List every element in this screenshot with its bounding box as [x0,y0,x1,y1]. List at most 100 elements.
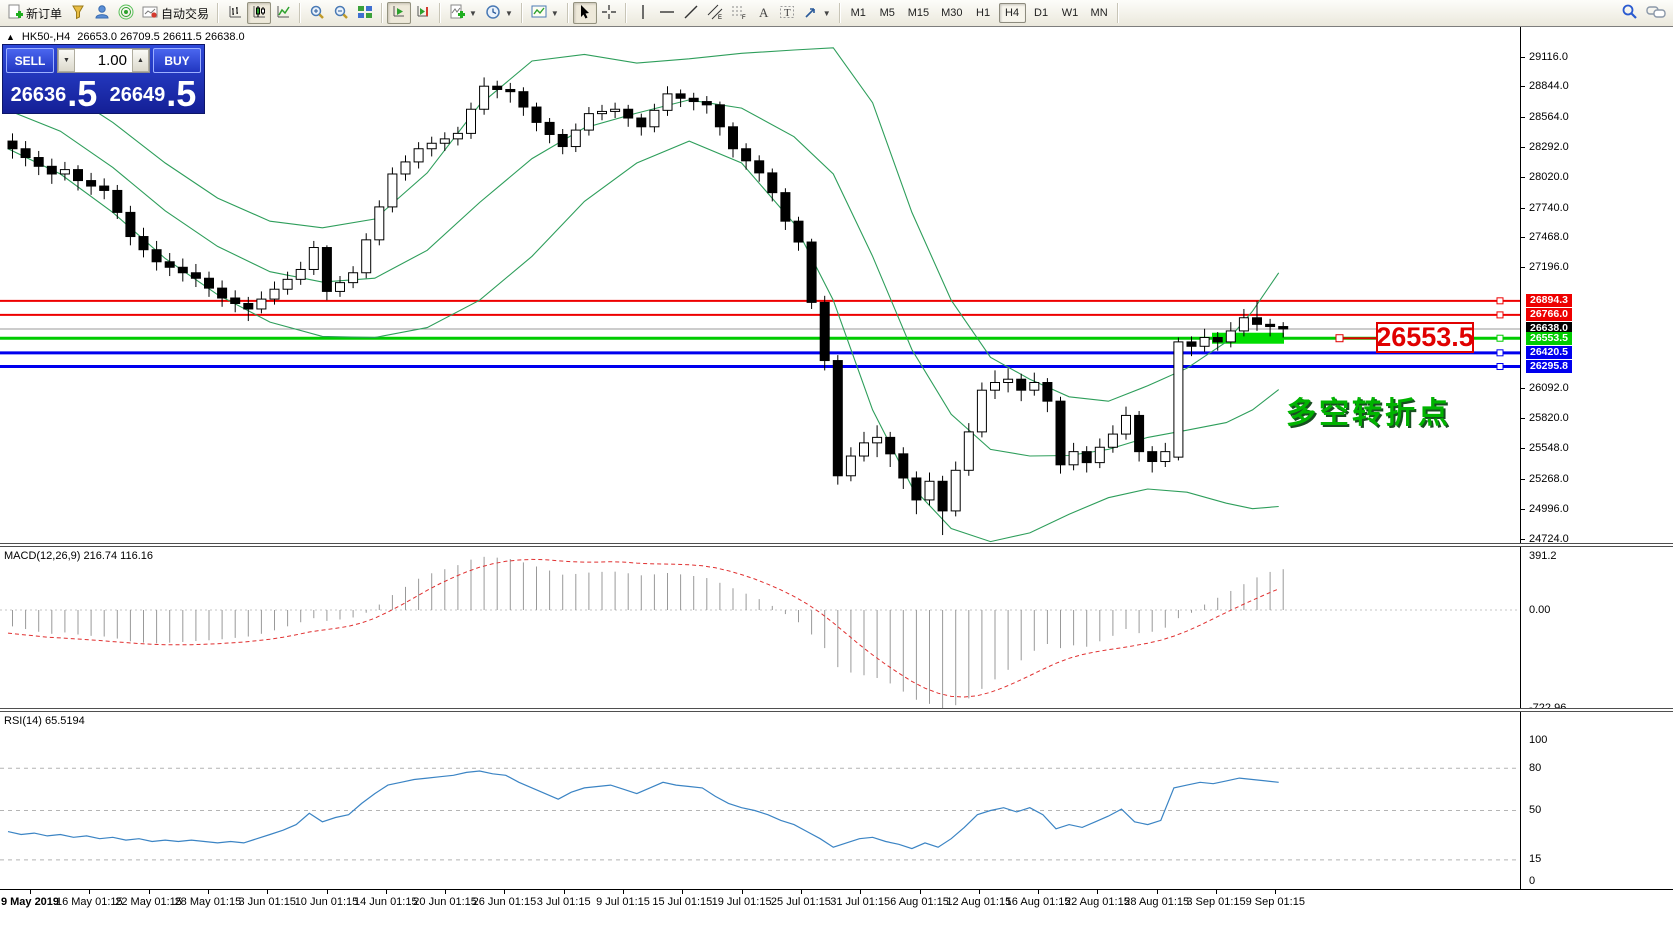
time-axis-tick [563,890,565,894]
candle-body [269,288,280,300]
timeframe-button-M5[interactable]: M5 [874,3,901,23]
hline-handle[interactable] [1496,349,1504,357]
candle-body [387,173,398,208]
tile-windows-button[interactable] [353,2,377,24]
auto-scroll-button[interactable] [387,2,412,24]
timeframe-button-H1[interactable]: H1 [970,3,997,23]
candle-body [832,360,843,477]
highlight-zone[interactable] [1212,332,1284,344]
volume-input[interactable] [75,49,132,72]
price-level-chip: 26295.8 [1526,360,1572,373]
candle-body [754,160,765,174]
hline-handle[interactable] [1496,334,1504,342]
time-axis-tick [207,890,209,894]
candle-body [1121,414,1131,435]
candle-body [819,301,830,362]
candle-body [610,108,621,112]
zoom-in-button[interactable] [305,2,329,24]
timeframe-button-W1[interactable]: W1 [1057,3,1084,23]
sell-price[interactable]: 26636.5 [6,76,102,112]
rsi-axis-label: 0 [1529,874,1536,887]
dropdown-caret-icon: ▼ [469,8,477,18]
signals-button[interactable] [114,2,138,24]
candle-body [20,148,31,159]
candle-body [348,272,359,284]
crosshair-button[interactable] [597,2,621,24]
candle-body [1107,433,1118,448]
price-axis-tick [1521,56,1525,58]
market-watch-funnel-button[interactable] [66,2,90,24]
sell-button[interactable]: SELL [6,48,54,73]
person-icon [94,4,110,23]
panel-separator[interactable] [0,543,1673,547]
rsi-axis-label: 50 [1529,804,1542,816]
cursor-button[interactable] [572,2,597,24]
time-axis-label: 16 Aug 01:15 [1005,896,1071,908]
chat-button[interactable] [1642,2,1670,24]
time-axis-label: 22 Aug 01:15 [1064,896,1130,908]
time-axis-tick [445,890,447,894]
buy-price[interactable]: 26649.5 [105,76,201,112]
price-axis-tick [1521,478,1525,480]
price-axis[interactable]: 29116.0 28844.0 28564.0 28292.0 28020.0 27740… [1520,27,1673,889]
line-chart-button[interactable] [271,2,295,24]
callout-anchor-handle[interactable] [1335,334,1344,343]
volume-decrease-button[interactable]: ▼ [58,49,75,72]
candle-body [374,206,385,241]
candle-body [518,91,529,108]
vertical-line-button[interactable] [631,2,655,24]
trendline-button[interactable] [679,2,703,24]
price-axis-tick-label: 26092.0 [1529,382,1569,395]
hline-handle[interactable] [1496,363,1504,371]
timeframe-button-D1[interactable]: D1 [1028,3,1055,23]
time-axis-tick [860,890,862,894]
volume-increase-button[interactable]: ▲ [132,49,149,72]
toolbar-separator [299,3,302,23]
periods-button[interactable]: ▼ [481,2,517,24]
candle-body [46,165,57,175]
zoom-out-button[interactable] [329,2,353,24]
price-callout-box[interactable]: 26553.5 [1376,322,1474,353]
equidistant-channel-button[interactable]: E [703,2,727,24]
main-chart-plot[interactable] [0,27,1520,543]
macd-axis-label: 0.00 [1529,603,1551,616]
autotrading-button[interactable]: 自动交易 [138,2,213,24]
hline-handle[interactable] [1496,297,1504,305]
time-axis[interactable]: 9 May 2019 16 May 01:15 22 May 01:15 28 May… [0,889,1673,949]
arrows-button[interactable]: ▼ [799,2,835,24]
turning-point-annotation[interactable]: 多空转折点 [1286,397,1451,430]
hline-handle[interactable] [1496,311,1504,319]
rsi-plot[interactable] [0,712,1520,889]
horizontal-line-button[interactable] [655,2,679,24]
price-level-chip: 26553.5 [1526,331,1572,345]
timeframe-button-M1[interactable]: M1 [845,3,872,23]
price-axis-tick-label: 25548.0 [1529,442,1569,455]
timeframe-button-MN[interactable]: MN [1086,3,1113,23]
candle-body [1147,451,1158,463]
chart-symbol-period: HK50-,H4 [21,31,71,43]
price-axis-tick-label: 27468.0 [1529,231,1569,244]
time-axis-tick [148,890,150,894]
fibonacci-button[interactable]: F [727,2,751,24]
bar-chart-button[interactable] [223,2,247,24]
chart-shift-button[interactable] [411,2,435,24]
time-axis-label: 20 Jun 01:15 [413,896,477,908]
text-label-button[interactable]: T [775,2,799,24]
macd-signal-line [7,558,1279,698]
timeframe-button-M30[interactable]: M30 [936,3,967,23]
community-button[interactable] [90,2,114,24]
candle-body [675,93,686,99]
timeframe-button-H4[interactable]: H4 [998,3,1026,23]
timeframe-button-M15[interactable]: M15 [903,3,934,23]
macd-plot[interactable] [0,547,1520,708]
buy-button[interactable]: BUY [153,48,201,73]
zoom-out-icon [333,4,349,23]
new-order-button[interactable]: 新订单 [3,2,66,24]
text-button[interactable]: A [751,2,775,24]
indicators-button[interactable]: ▼ [445,2,481,24]
templates-button[interactable]: ▼ [527,2,563,24]
candlestick-chart-button[interactable] [247,2,272,24]
time-axis-tick [1156,890,1158,894]
panel-separator[interactable] [0,708,1673,712]
search-button[interactable] [1617,2,1642,24]
